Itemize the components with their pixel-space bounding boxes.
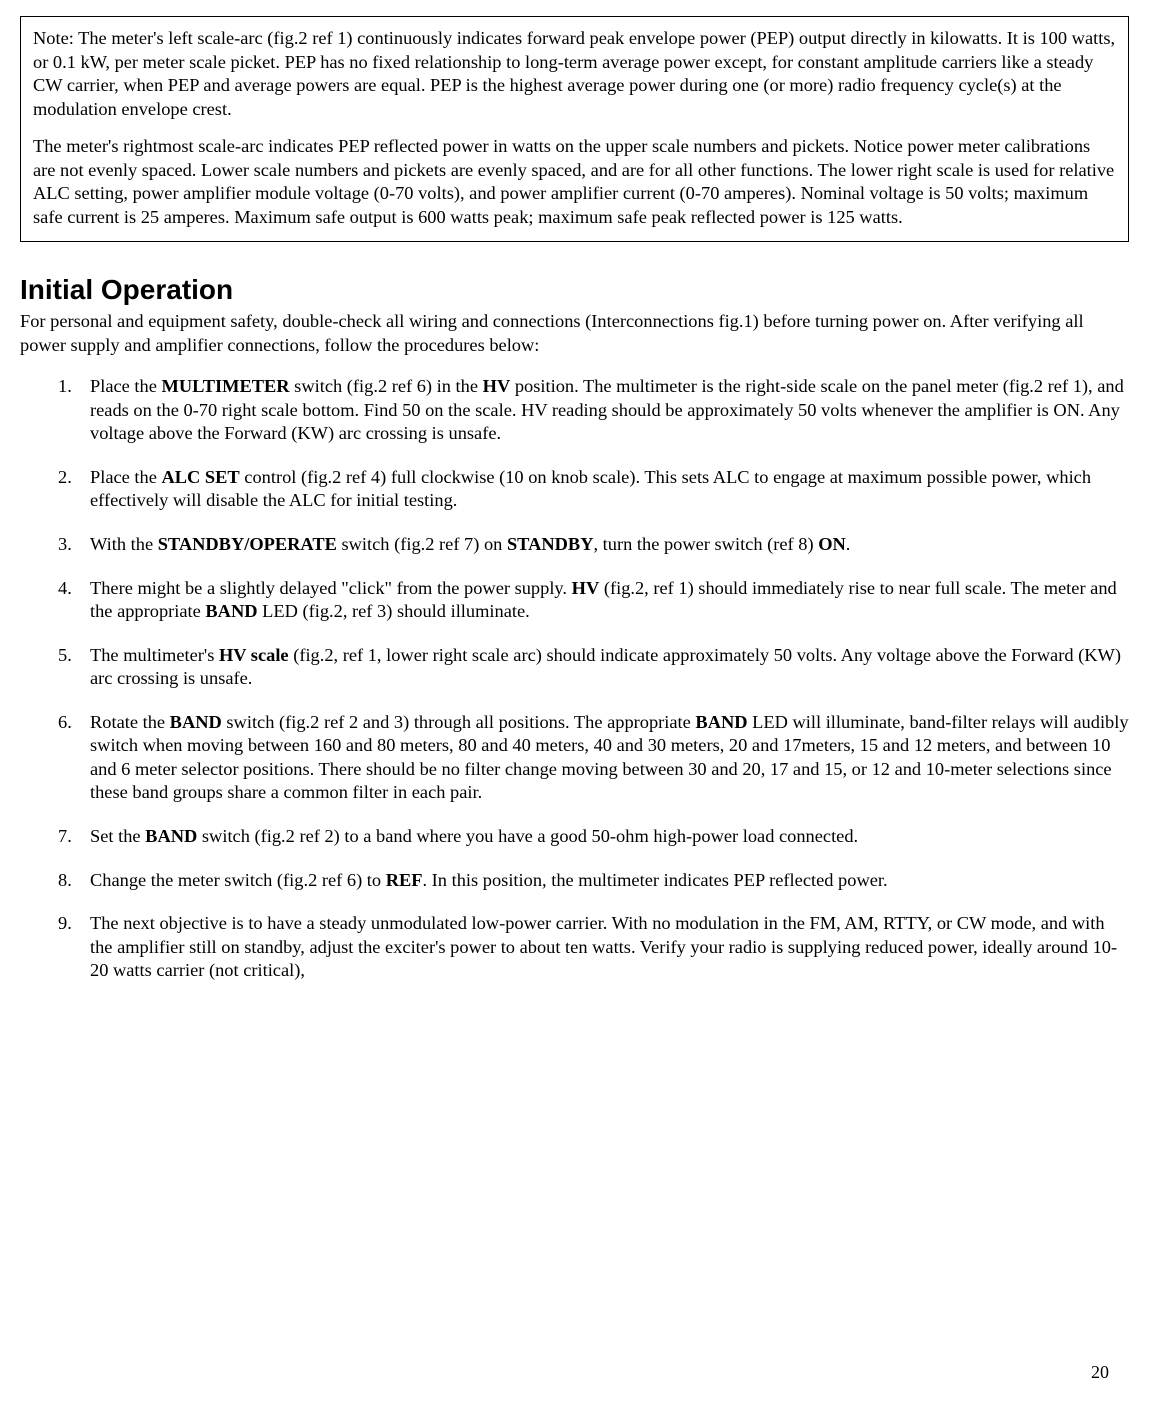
- step-8: Change the meter switch (fig.2 ref 6) to…: [90, 869, 1129, 893]
- text: With the: [90, 534, 158, 554]
- section-heading: Initial Operation: [20, 272, 1129, 308]
- bold-term: ON: [818, 534, 846, 554]
- note-paragraph-2: The meter's rightmost scale-arc indicate…: [33, 135, 1116, 229]
- bold-term: BAND: [205, 601, 257, 621]
- bold-term: HV scale: [219, 645, 289, 665]
- text: switch (fig.2 ref 2) to a band where you…: [197, 826, 858, 846]
- text: switch (fig.2 ref 2 and 3) through all p…: [222, 712, 696, 732]
- text: , turn the power switch (ref 8): [593, 534, 818, 554]
- bold-term: BAND: [145, 826, 197, 846]
- text: Change the meter switch (fig.2 ref 6) to: [90, 870, 386, 890]
- text: Set the: [90, 826, 145, 846]
- page-number: 20: [1091, 1361, 1109, 1384]
- bold-term: REF: [386, 870, 423, 890]
- bold-term: BAND: [695, 712, 747, 732]
- bold-term: HV: [483, 376, 511, 396]
- step-1: Place the MULTIMETER switch (fig.2 ref 6…: [90, 375, 1129, 446]
- step-9: The next objective is to have a steady u…: [90, 912, 1129, 983]
- text: There might be a slightly delayed "click…: [90, 578, 572, 598]
- text: The multimeter's: [90, 645, 219, 665]
- note-box: Note: The meter's left scale-arc (fig.2 …: [20, 16, 1129, 242]
- bold-term: STANDBY/OPERATE: [158, 534, 337, 554]
- note-paragraph-1: Note: The meter's left scale-arc (fig.2 …: [33, 27, 1116, 121]
- bold-term: HV: [572, 578, 600, 598]
- procedure-list: Place the MULTIMETER switch (fig.2 ref 6…: [20, 375, 1129, 982]
- bold-term: STANDBY: [507, 534, 594, 554]
- text: Rotate the: [90, 712, 170, 732]
- document-page: Note: The meter's left scale-arc (fig.2 …: [20, 16, 1129, 1396]
- text: control (fig.2 ref 4) full clockwise (10…: [90, 467, 1091, 511]
- text: Place the: [90, 376, 162, 396]
- step-7: Set the BAND switch (fig.2 ref 2) to a b…: [90, 825, 1129, 849]
- step-5: The multimeter's HV scale (fig.2, ref 1,…: [90, 644, 1129, 691]
- step-2: Place the ALC SET control (fig.2 ref 4) …: [90, 466, 1129, 513]
- intro-paragraph: For personal and equipment safety, doubl…: [20, 310, 1129, 357]
- text: .: [846, 534, 851, 554]
- bold-term: MULTIMETER: [162, 376, 290, 396]
- text: LED (fig.2, ref 3) should illuminate.: [258, 601, 530, 621]
- step-6: Rotate the BAND switch (fig.2 ref 2 and …: [90, 711, 1129, 805]
- bold-term: ALC SET: [162, 467, 240, 487]
- text: The next objective is to have a steady u…: [90, 913, 1117, 980]
- step-3: With the STANDBY/OPERATE switch (fig.2 r…: [90, 533, 1129, 557]
- text: switch (fig.2 ref 6) in the: [290, 376, 483, 396]
- text: switch (fig.2 ref 7) on: [337, 534, 507, 554]
- text: . In this position, the multimeter indic…: [422, 870, 887, 890]
- text: Place the: [90, 467, 162, 487]
- step-4: There might be a slightly delayed "click…: [90, 577, 1129, 624]
- bold-term: BAND: [170, 712, 222, 732]
